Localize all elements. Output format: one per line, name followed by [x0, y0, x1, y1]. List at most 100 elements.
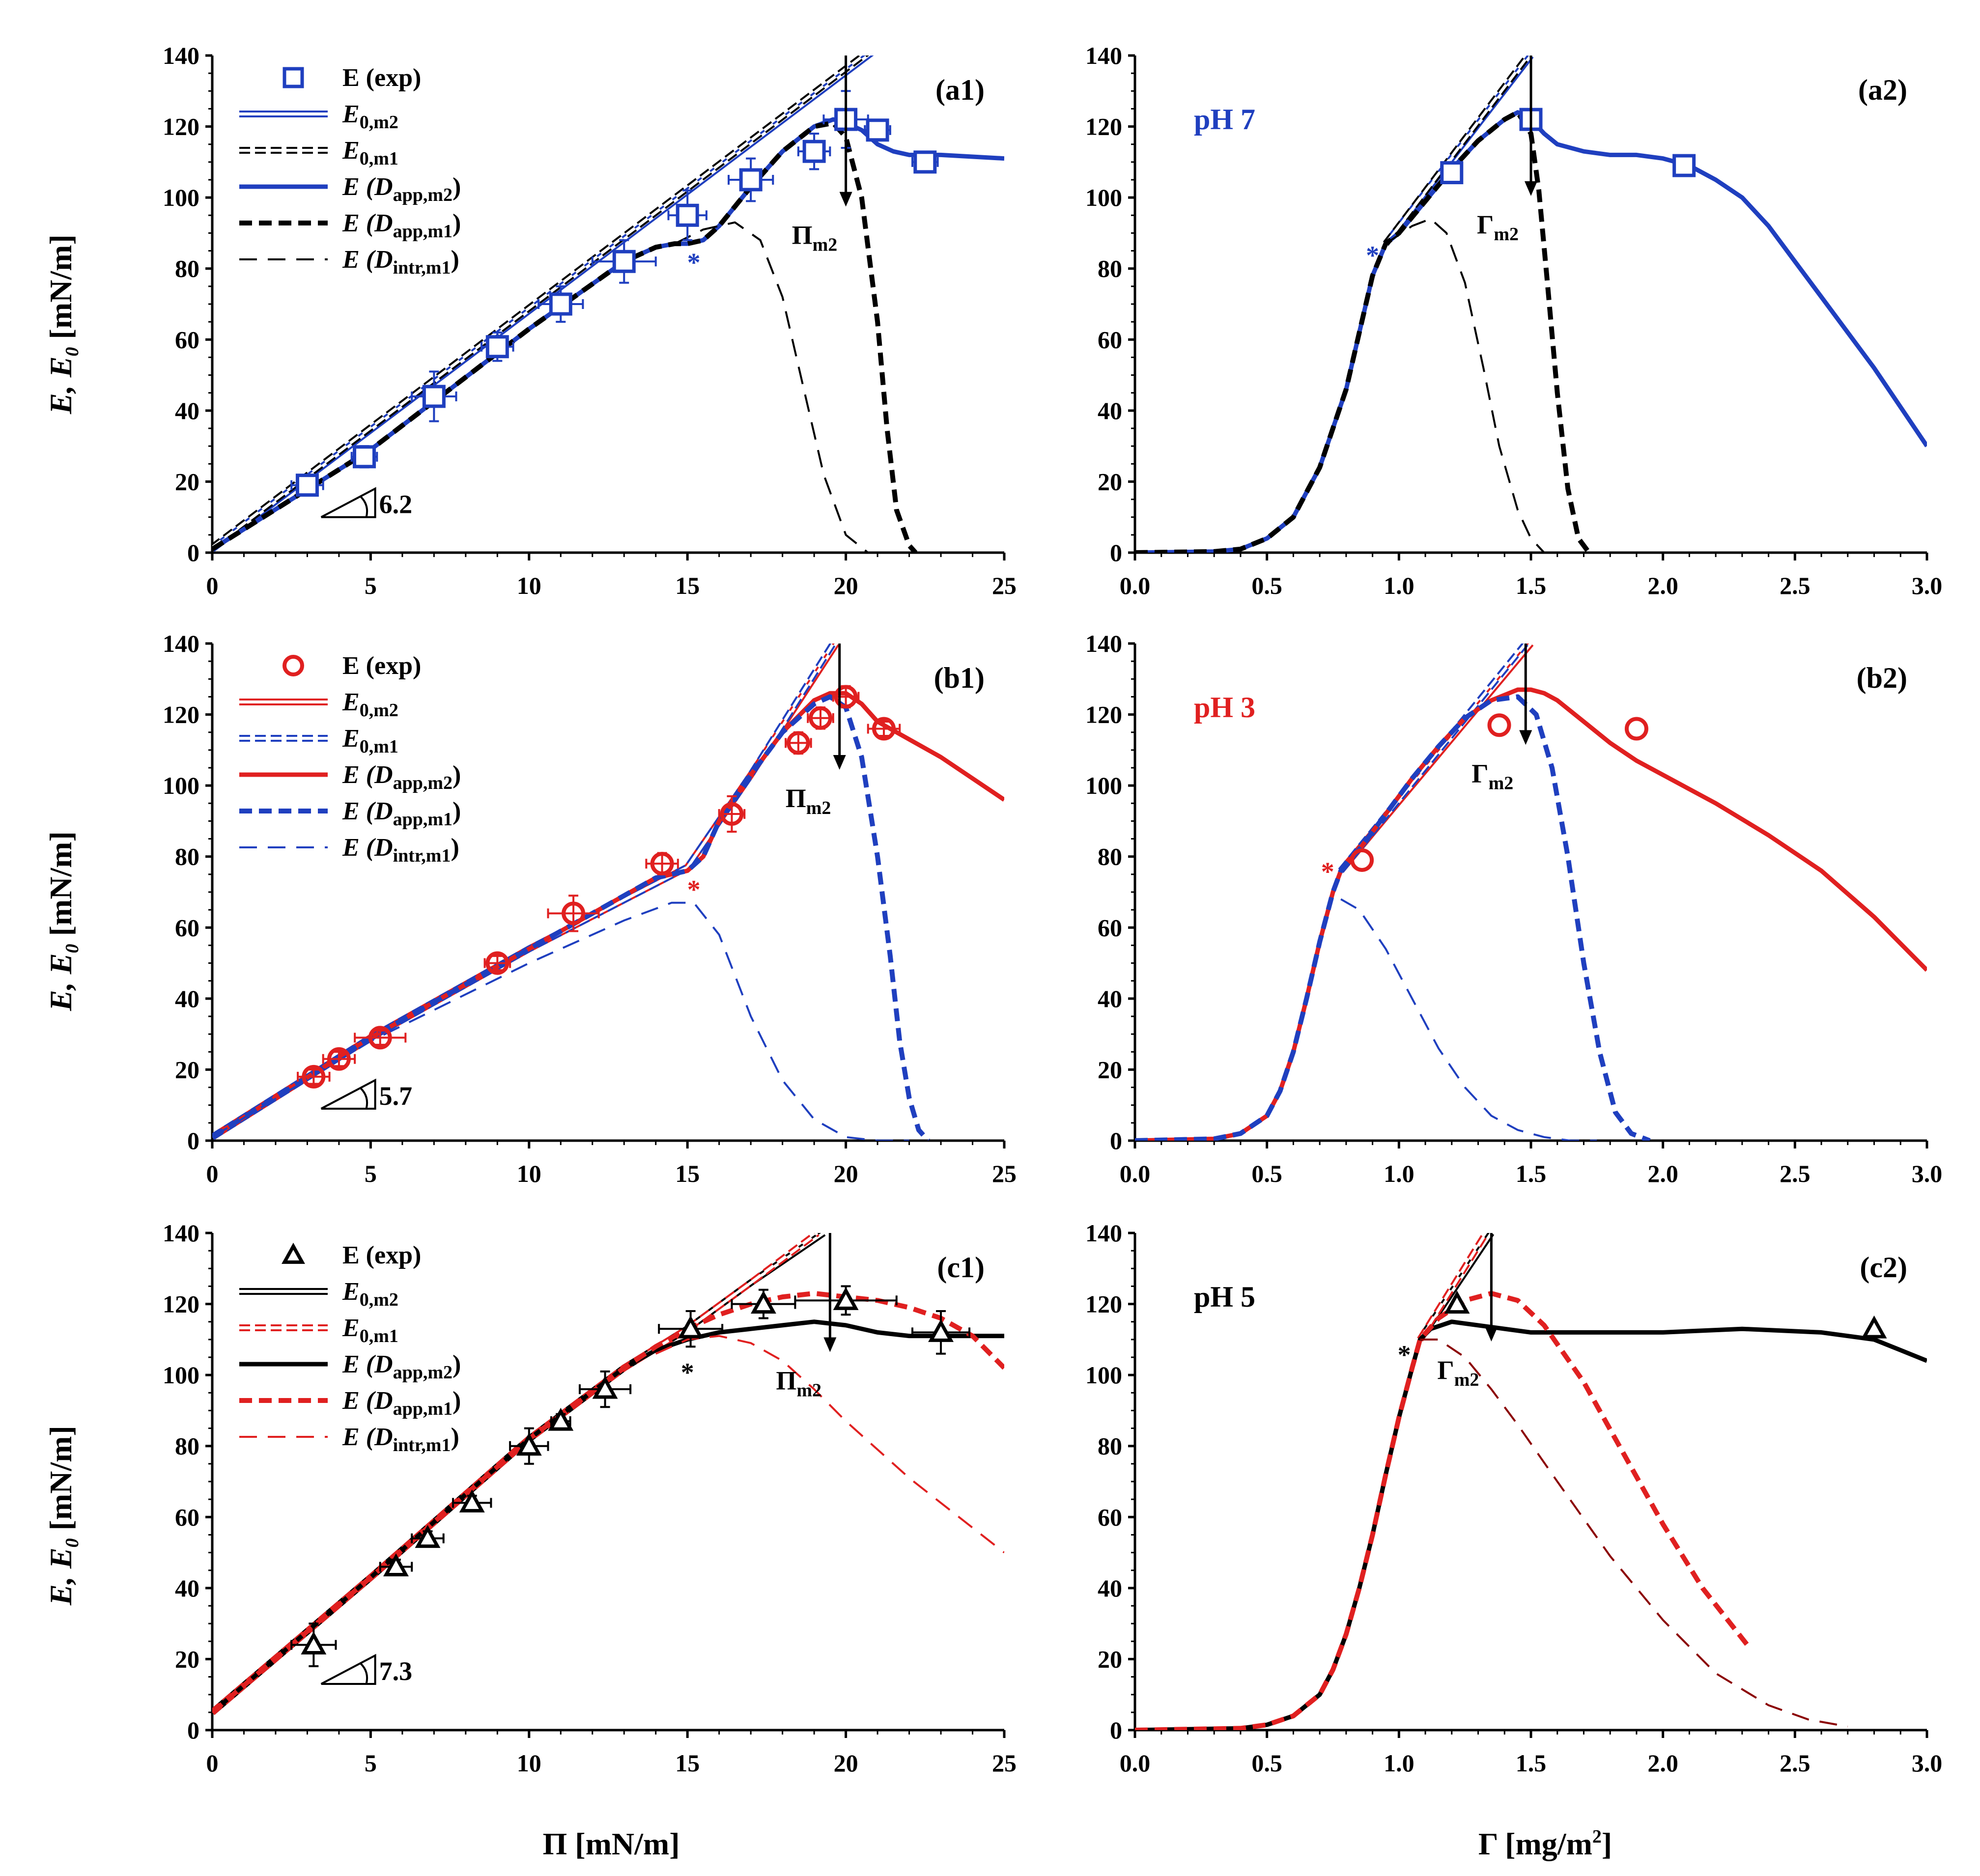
- exp-points: [1444, 1290, 1887, 1339]
- series-line-e-dintr-m1-: [1340, 898, 1597, 1141]
- legend-marker: [283, 67, 304, 88]
- slope-arc: [360, 496, 368, 518]
- inflection-star: *: [687, 875, 701, 904]
- arrow-head: [1519, 730, 1532, 745]
- y-tick-label: 100: [1085, 1361, 1122, 1389]
- x-tick-label: 5: [365, 572, 377, 599]
- ph-label: pH 7: [1194, 103, 1255, 136]
- y-axis-title-row-c: E, E0 [mN/m]: [43, 1426, 83, 1606]
- arrow-label: Πm2: [776, 1366, 821, 1401]
- y-tick-label: 60: [175, 1503, 199, 1531]
- data-point-square: [422, 385, 446, 408]
- y-tick-label: 60: [1098, 326, 1122, 353]
- y-tick-label: 80: [1098, 843, 1122, 870]
- inflection-star: *: [687, 248, 701, 277]
- x-tick-label: 10: [517, 1749, 541, 1777]
- legend-label: E0,m2: [342, 688, 398, 721]
- x-tick-label: 5: [365, 1160, 377, 1187]
- slope-arc: [360, 1662, 368, 1684]
- y-tick-label: 120: [1085, 701, 1122, 728]
- y-tick-label: 60: [1098, 914, 1122, 941]
- ph-label: pH 5: [1194, 1281, 1255, 1313]
- data-point-triangle: [415, 1525, 441, 1548]
- legend-label: E0,m2: [342, 1278, 398, 1310]
- series-line-e-dapp-m1-: [212, 694, 930, 1141]
- y-tick-label: 140: [163, 630, 199, 657]
- data-point-circle: [872, 717, 896, 741]
- inflection-star: *: [1366, 241, 1379, 270]
- y-tick-label: 140: [1085, 630, 1122, 657]
- panel-label: (b1): [934, 662, 985, 694]
- y-tick-label: 100: [163, 772, 199, 799]
- x-tick-label: 2.5: [1780, 572, 1810, 599]
- data-point-circle: [786, 731, 810, 755]
- legend: E (exp) E0,m2 E0,m1 E (Dapp,m2) E (Dapp,m1) E…: [239, 1241, 461, 1456]
- y-tick-label: 40: [175, 1574, 199, 1602]
- x-axis-title-left: Π [mN/m]: [542, 1826, 679, 1861]
- arrow-label: Γm2: [1471, 758, 1513, 793]
- panel-label: (b2): [1857, 662, 1907, 694]
- arrow-head: [839, 192, 852, 207]
- y-tick-label: 120: [1085, 113, 1122, 140]
- x-tick-label: 10: [517, 1160, 541, 1187]
- x-tick-label: 0: [206, 1749, 219, 1777]
- series-line-e-dintr-m1-: [674, 221, 869, 553]
- y-tick-label: 40: [1098, 1574, 1122, 1602]
- data-point-triangle: [833, 1287, 859, 1310]
- legend-label: E (Dapp,m1): [342, 1387, 461, 1419]
- slope-arc: [360, 1087, 368, 1109]
- panel-label: (c1): [937, 1251, 985, 1284]
- legend-marker: [282, 1242, 305, 1264]
- slope-label: 7.3: [379, 1656, 413, 1686]
- data-point-circle: [650, 852, 674, 876]
- exp-points: [290, 1285, 971, 1667]
- x-axis-title-right: Γ [mg/m2]: [1478, 1826, 1612, 1861]
- x-tick-label: 1.5: [1516, 1160, 1547, 1187]
- y-axis-title-row-b: E, E0 [mN/m]: [43, 831, 83, 1011]
- x-tick-label: 20: [834, 1160, 858, 1187]
- slope-triangle: [320, 1653, 376, 1685]
- series-line-e0-m1: [212, 56, 866, 549]
- x-tick-label: 25: [992, 1749, 1017, 1777]
- legend-label: E (Dintr,m1): [342, 246, 459, 278]
- data-point-square: [485, 335, 509, 359]
- data-point-triangle: [928, 1319, 954, 1342]
- arrow-head: [1525, 181, 1537, 196]
- x-tick-label: 0: [206, 1160, 219, 1187]
- legend-label: E0,m1: [342, 137, 398, 169]
- x-tick-label: 1.0: [1384, 1749, 1414, 1777]
- x-tick-label: 3.0: [1912, 1749, 1943, 1777]
- x-tick-label: 0.5: [1251, 1749, 1282, 1777]
- legend-label: E (Dapp,m2): [342, 173, 461, 205]
- data-point-circle: [720, 802, 744, 826]
- x-tick-label: 1.0: [1384, 1160, 1414, 1187]
- arrow-head: [833, 755, 846, 770]
- y-tick-label: 20: [175, 1056, 199, 1083]
- x-tick-label: 0.0: [1120, 1160, 1151, 1187]
- panel-b2: 0 20 40 60 80 100 120 140 0.0 0.5 1.0 1.5 2.0 2.5 3.0 (…: [1085, 630, 1942, 1187]
- y-tick-label: 80: [175, 843, 199, 870]
- data-point-triangle: [383, 1553, 409, 1576]
- series-line-e-dintr-m1-: [655, 1335, 1004, 1554]
- y-tick-label: 20: [1098, 468, 1122, 495]
- legend-label: E (exp): [342, 64, 421, 92]
- x-tick-label: 10: [517, 572, 541, 599]
- exp-points: [290, 90, 939, 497]
- y-tick-label: 20: [175, 468, 199, 495]
- series-line-e-dintr-m1-: [212, 901, 909, 1141]
- legend-label: E (Dapp,m2): [342, 1350, 461, 1383]
- data-point-triangle: [751, 1290, 776, 1314]
- series-line-e-dapp-m1-: [1135, 694, 1651, 1141]
- x-tick-label: 3.0: [1912, 572, 1943, 599]
- x-tick-label: 1.0: [1384, 572, 1414, 599]
- series-line-e-dintr-m1-: [1420, 1338, 1848, 1728]
- x-tick-label: 15: [675, 572, 700, 599]
- arrow-head: [823, 1337, 837, 1352]
- panel-c2: 0 20 40 60 80 100 120 140 0.0 0.5 1.0 1.5 2.0 2.5 3.0 (…: [1085, 1219, 1942, 1777]
- panel-b1: 0 20 40 60 80 100 120 140 0 5 10 15 20 25 (b1) 5.7 * Πm2 E…: [163, 630, 1017, 1187]
- data-point-triangle: [516, 1432, 542, 1456]
- y-tick-label: 100: [1085, 772, 1122, 799]
- y-tick-label: 0: [187, 1127, 199, 1154]
- y-tick-label: 120: [163, 1290, 199, 1318]
- legend-label: E0,m1: [342, 725, 398, 757]
